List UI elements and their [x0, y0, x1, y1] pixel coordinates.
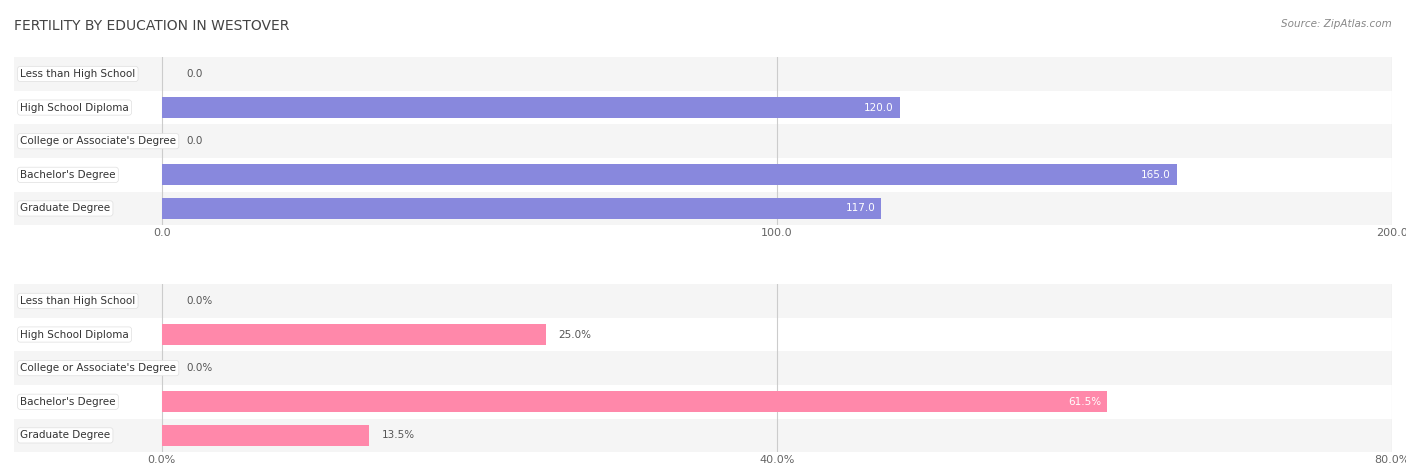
- Text: FERTILITY BY EDUCATION IN WESTOVER: FERTILITY BY EDUCATION IN WESTOVER: [14, 19, 290, 33]
- Text: Bachelor's Degree: Bachelor's Degree: [20, 397, 115, 407]
- Bar: [162, 425, 370, 446]
- Text: 0.0: 0.0: [186, 136, 202, 146]
- Bar: [162, 324, 546, 345]
- Bar: [14, 351, 1392, 385]
- Text: Less than High School: Less than High School: [20, 296, 135, 306]
- Bar: [14, 284, 1392, 317]
- Text: High School Diploma: High School Diploma: [20, 329, 129, 339]
- Text: 13.5%: 13.5%: [381, 430, 415, 440]
- Bar: [162, 97, 900, 118]
- Bar: [14, 57, 1392, 91]
- Text: High School Diploma: High School Diploma: [20, 102, 129, 112]
- Bar: [14, 192, 1392, 225]
- Text: Source: ZipAtlas.com: Source: ZipAtlas.com: [1281, 19, 1392, 29]
- Bar: [14, 158, 1392, 192]
- Bar: [14, 317, 1392, 351]
- Text: Less than High School: Less than High School: [20, 69, 135, 79]
- Text: 0.0%: 0.0%: [186, 296, 212, 306]
- Text: Bachelor's Degree: Bachelor's Degree: [20, 170, 115, 180]
- Text: College or Associate's Degree: College or Associate's Degree: [20, 363, 176, 373]
- Text: 61.5%: 61.5%: [1069, 397, 1101, 407]
- Text: 165.0: 165.0: [1140, 170, 1171, 180]
- Text: 117.0: 117.0: [845, 203, 875, 213]
- Text: 120.0: 120.0: [865, 102, 894, 112]
- Text: 0.0%: 0.0%: [186, 363, 212, 373]
- Text: Graduate Degree: Graduate Degree: [20, 430, 110, 440]
- Bar: [14, 124, 1392, 158]
- Bar: [14, 385, 1392, 418]
- Bar: [162, 164, 1177, 185]
- Bar: [162, 198, 882, 219]
- Bar: [14, 91, 1392, 124]
- Text: College or Associate's Degree: College or Associate's Degree: [20, 136, 176, 146]
- Text: 25.0%: 25.0%: [558, 329, 592, 339]
- Text: Graduate Degree: Graduate Degree: [20, 203, 110, 213]
- Bar: [162, 391, 1108, 412]
- Bar: [14, 418, 1392, 452]
- Text: 0.0: 0.0: [186, 69, 202, 79]
